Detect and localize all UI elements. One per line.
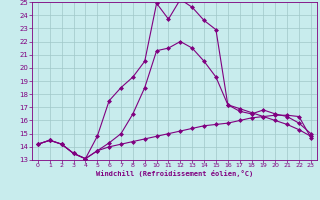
X-axis label: Windchill (Refroidissement éolien,°C): Windchill (Refroidissement éolien,°C) — [96, 170, 253, 177]
